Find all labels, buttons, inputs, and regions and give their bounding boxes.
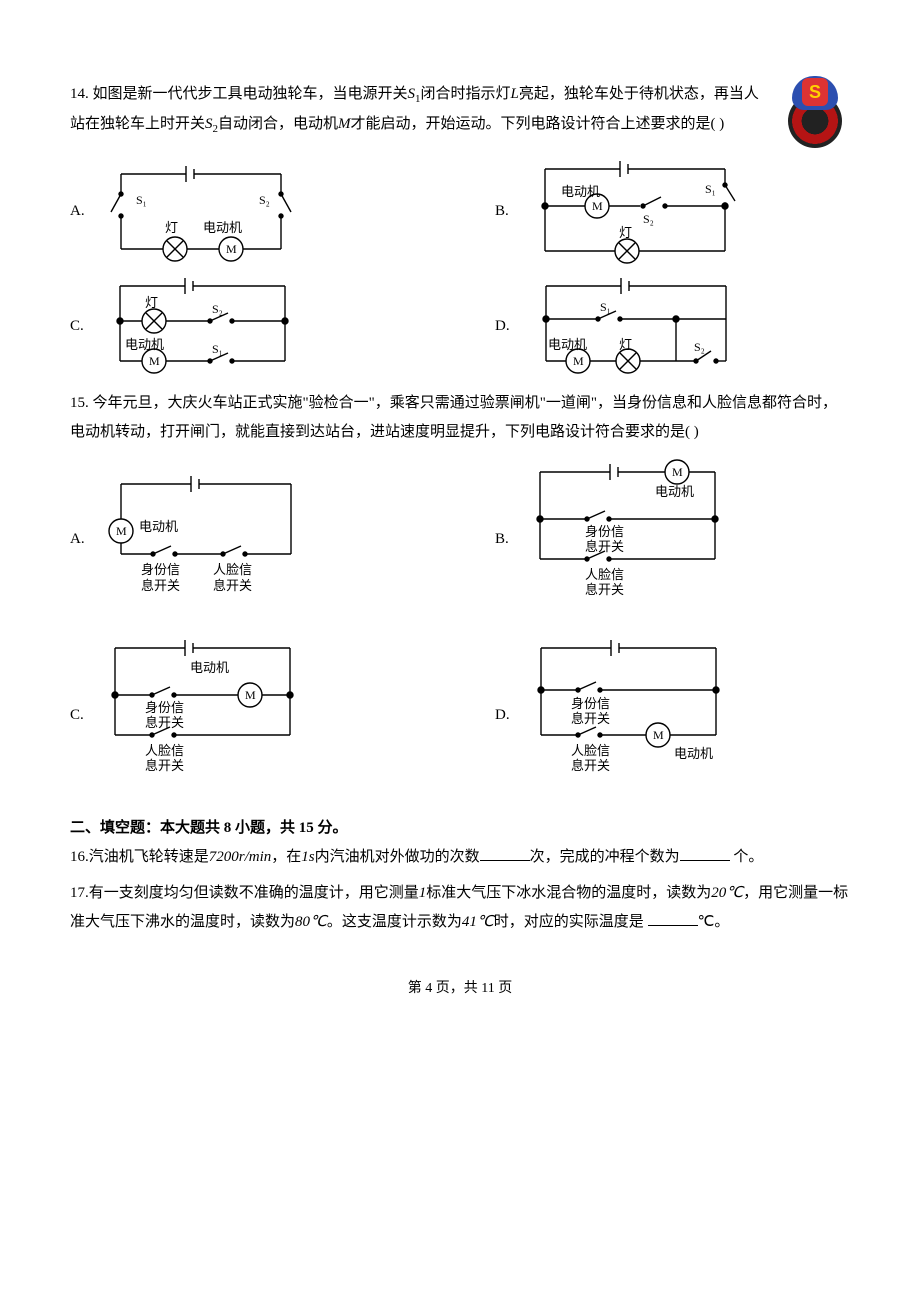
- q14-opt-b: B.: [495, 151, 850, 271]
- question-14: S 14. 如图是新一代代步工具电动独轮车，当电源开关S1闭合时指示灯L亮起，独…: [70, 80, 850, 140]
- q15-opt-a: A. M 电动: [70, 454, 425, 624]
- q15-b-diagram: M 电动机 身份信 息开关 人脸信 息开关: [515, 454, 745, 624]
- q17-blank: [648, 908, 698, 926]
- svg-text:息开关: 息开关: [571, 711, 610, 726]
- q15-a-diagram: M 电动机 身份信 息开关 人脸信 息开关: [91, 464, 321, 614]
- q14-text: 14. 如图是新一代代步工具电动独轮车，当电源开关S1闭合时指示灯L亮起，独轮车…: [70, 86, 759, 132]
- svg-text:身份信: 身份信: [571, 696, 610, 711]
- q15-c-label: C.: [70, 701, 84, 730]
- q14-opt-d: D.: [495, 271, 850, 381]
- q14-opt-c: C.: [70, 271, 425, 381]
- svg-text:M: M: [116, 524, 127, 538]
- svg-text:M: M: [672, 465, 683, 479]
- q14-b-label: B.: [495, 197, 509, 226]
- q15-d-diagram: 身份信 息开关 人脸信 息开关 M 电动机: [516, 630, 746, 800]
- q16-blank-2: [680, 843, 730, 861]
- svg-text:S₁: S₁: [705, 182, 716, 196]
- q15-a-label: A.: [70, 525, 85, 554]
- svg-text:M: M: [592, 199, 603, 213]
- svg-text:S₂: S₂: [259, 193, 270, 207]
- svg-text:灯: 灯: [145, 295, 158, 310]
- q15-c-diagram: 电动机 M 身份信 息开关 人脸信 息开关: [90, 630, 320, 800]
- q15-b-label: B.: [495, 525, 509, 554]
- svg-text:电动机: 电动机: [674, 746, 713, 761]
- svg-text:S₂: S₂: [643, 212, 654, 226]
- page-footer: 第 4 页，共 11 页: [70, 976, 850, 1003]
- svg-text:身份信: 身份信: [141, 562, 180, 577]
- svg-text:M: M: [573, 354, 584, 368]
- q14-num: 14.: [70, 86, 89, 102]
- svg-text:S₁: S₁: [136, 193, 147, 207]
- svg-text:M: M: [245, 688, 256, 702]
- q16-blank-1: [480, 843, 530, 861]
- q14-c-diagram: 灯 S₂ 电动机 M S₁: [90, 271, 310, 381]
- svg-text:S₂: S₂: [694, 340, 705, 354]
- svg-text:M: M: [149, 354, 160, 368]
- q14-options: A.: [70, 151, 850, 381]
- svg-text:息开关: 息开关: [145, 758, 184, 773]
- question-17: 17.有一支刻度均匀但读数不准确的温度计，用它测量1标准大气压下冰水混合物的温度…: [70, 879, 850, 936]
- unicycle-image: S: [780, 76, 850, 151]
- svg-text:人脸信: 人脸信: [585, 567, 624, 582]
- q14-b-diagram: 电动机 M S₂ S₁ 灯: [515, 151, 755, 271]
- svg-text:电动机: 电动机: [203, 220, 242, 235]
- svg-text:息开关: 息开关: [213, 578, 252, 593]
- q15-opt-c: C.: [70, 630, 425, 800]
- svg-text:电动机: 电动机: [548, 337, 587, 352]
- svg-text:人脸信: 人脸信: [213, 562, 252, 577]
- svg-text:S₁: S₁: [212, 342, 223, 356]
- q14-d-diagram: S₁ 电动机 M 灯 S₂: [516, 271, 756, 381]
- q16-num: 16.: [70, 849, 89, 865]
- svg-text:身份信: 身份信: [585, 524, 624, 539]
- q15-opt-d: D.: [495, 630, 850, 800]
- svg-text:电动机: 电动机: [139, 519, 178, 534]
- svg-text:M: M: [226, 242, 237, 256]
- q17-num: 17.: [70, 885, 89, 901]
- svg-text:息开关: 息开关: [571, 758, 610, 773]
- svg-text:灯: 灯: [619, 225, 632, 240]
- svg-text:S₁: S₁: [600, 300, 611, 314]
- svg-text:S₂: S₂: [212, 302, 223, 316]
- question-15: 15. 今年元旦，大庆火车站正式实施"验检合一"，乘客只需通过验票闸机"一道闸"…: [70, 389, 850, 446]
- svg-text:电动机: 电动机: [561, 184, 600, 199]
- svg-text:电动机: 电动机: [190, 660, 229, 675]
- svg-text:灯: 灯: [165, 220, 178, 235]
- svg-text:M: M: [653, 728, 664, 742]
- q15-d-label: D.: [495, 701, 510, 730]
- svg-text:电动机: 电动机: [655, 484, 694, 499]
- section-2-heading: 二、填空题：本大题共 8 小题，共 15 分。: [70, 814, 850, 843]
- q14-d-label: D.: [495, 312, 510, 341]
- svg-text:息开关: 息开关: [141, 578, 180, 593]
- svg-text:电动机: 电动机: [125, 337, 164, 352]
- svg-text:身份信: 身份信: [145, 700, 184, 715]
- svg-text:人脸信: 人脸信: [571, 743, 610, 758]
- svg-text:息开关: 息开关: [145, 715, 184, 730]
- svg-text:灯: 灯: [619, 337, 632, 352]
- q15-options: A. M 电动: [70, 454, 850, 800]
- q14-c-label: C.: [70, 312, 84, 341]
- q14-opt-a: A.: [70, 151, 425, 271]
- q14-a-diagram: S₁ S₂ 灯 电动机 M: [91, 154, 311, 269]
- q15-num: 15.: [70, 395, 89, 411]
- question-16: 16.汽油机飞轮转速是7200r/min，在1s内汽油机对外做功的次数次，完成的…: [70, 843, 850, 872]
- svg-text:息开关: 息开关: [585, 539, 624, 554]
- q15-text: 今年元旦，大庆火车站正式实施"验检合一"，乘客只需通过验票闸机"一道闸"，当身份…: [70, 395, 837, 440]
- q15-opt-b: B.: [495, 454, 850, 624]
- q14-a-label: A.: [70, 197, 85, 226]
- svg-text:息开关: 息开关: [585, 582, 624, 597]
- svg-text:人脸信: 人脸信: [145, 743, 184, 758]
